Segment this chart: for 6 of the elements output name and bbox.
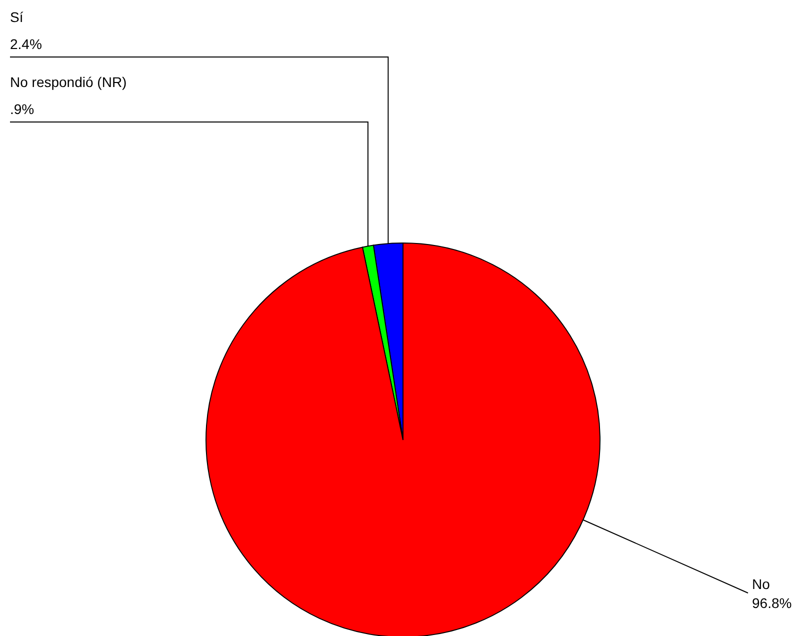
slice-label: No respondió (NR) bbox=[10, 74, 127, 90]
data-label: 2.4% bbox=[10, 36, 42, 52]
data-label: 96.8% bbox=[752, 595, 792, 611]
slice-label: Sí bbox=[10, 9, 24, 25]
data-label: .9% bbox=[10, 101, 34, 117]
slice-label: No bbox=[752, 576, 770, 592]
